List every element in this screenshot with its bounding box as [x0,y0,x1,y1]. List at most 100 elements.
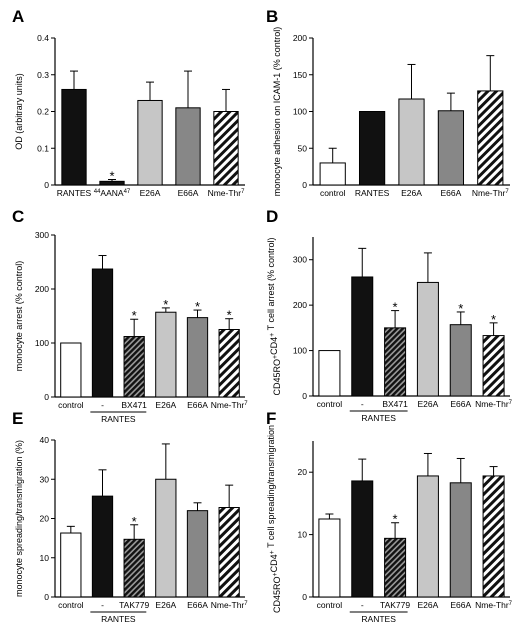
y-tick-label: 0 [44,180,49,190]
x-tick-label: control [317,600,343,610]
y-tick-label: 100 [35,338,49,348]
x-tick-label: - [101,600,104,610]
group-label: RANTES [101,614,136,624]
bar [213,111,239,186]
bar [155,478,177,598]
y-tick-label: 100 [293,107,307,117]
x-tick-label: E66A [441,188,462,198]
panel-letter: C [12,207,24,226]
x-tick-label: control [58,400,84,410]
bar [91,495,114,598]
bar [482,475,505,598]
x-tick-label: E26A [418,600,439,610]
bar [123,538,145,598]
y-tick-label: 150 [293,70,307,80]
x-tick-label: RANTES [355,188,390,198]
y-axis-label: monocyte arrest (% control) [14,261,24,372]
bar [137,99,163,186]
significance-marker: * [393,512,398,527]
x-tick-label: - [361,600,364,610]
bar [384,537,407,598]
bar [416,281,439,397]
bar [477,90,504,186]
bar [449,324,472,397]
x-tick-label: E26A [155,600,176,610]
significance-marker: * [393,300,398,315]
bar [218,507,240,598]
y-axis-label: monocyte spreading/transmigration (%) [14,440,24,597]
bar [351,276,374,397]
x-tick-label: E66A [450,600,471,610]
panel-e: E 0 10 20 30 40 monocyte spreading/transmigrat… [12,409,248,624]
bar [358,111,386,186]
panel-letter: A [12,7,24,26]
significance-marker: * [132,514,137,529]
y-tick-label: 40 [40,435,50,445]
y-tick-label: 0 [44,592,49,602]
x-tick-label: BX471 [382,399,408,409]
bar [351,480,374,598]
group-label: RANTES [101,414,136,424]
significance-marker: * [491,312,496,327]
x-tick-label: RANTES [57,188,92,198]
y-axis-label: CD45RO+CD4+ T cell arrest (% control) [266,238,282,396]
panel-d: D 0 100 200 300 CD45RO+CD4+ T cell arrest (% … [266,207,513,423]
y-tick-label: 200 [293,300,307,310]
bar [318,518,341,598]
y-tick-label: 100 [293,346,307,356]
panel-letter: E [12,409,23,428]
panel-f: F 0 10 20 CD45RO+CD4+ T cell spreading/trans… [266,409,513,624]
y-tick-label: 10 [298,530,308,540]
bar [437,110,465,186]
y-tick-label: 10 [40,553,50,563]
bar [155,311,177,398]
bar [218,329,240,398]
y-tick-label: 0.2 [37,107,49,117]
bar [186,317,209,398]
x-tick-label: TAK779 [380,600,410,610]
panel-b: B 0 50 100 150 200 monocyte adhesion on ICAM-1… [266,7,510,198]
x-tick-label: control [320,188,346,198]
x-tick-label: Nme-Thr7 [475,600,513,610]
panel-c: C 0 100 200 300 monocyte arrest (% control) co… [12,207,248,424]
x-tick-label: TAK779 [119,600,149,610]
significance-marker: * [227,308,232,323]
significance-marker: * [458,301,463,316]
significance-marker: * [163,297,168,312]
y-tick-label: 0.4 [37,33,49,43]
y-tick-label: 300 [293,255,307,265]
y-tick-label: 0 [302,391,307,401]
x-tick-label: E26A [140,188,161,198]
x-tick-label: control [58,600,84,610]
y-axis-label: monocyte adhesion on ICAM-1 (% control) [272,27,282,197]
group-label: RANTES [361,614,396,624]
x-tick-label: Nme-Thr7 [211,600,249,610]
bar [60,342,82,398]
y-axis-label: CD45RO+CD4+ T cell spreading/transmigrat… [266,425,282,613]
y-tick-label: 0 [302,180,307,190]
x-tick-label: Nme-Thr7 [208,188,246,198]
group-label: RANTES [361,413,396,423]
bar [449,482,472,598]
bar [60,532,82,598]
significance-marker: * [109,168,114,183]
panel-letter: D [266,207,278,226]
bar [91,268,114,398]
panel-letter: F [266,409,276,428]
bar [482,335,505,397]
y-tick-label: 20 [40,514,50,524]
y-tick-label: 200 [35,284,49,294]
x-tick-label: E26A [401,188,422,198]
y-tick-label: 0 [44,392,49,402]
bar [319,162,346,186]
x-tick-label: E26A [418,399,439,409]
y-axis-label: OD (arbitrary units) [14,73,24,150]
y-tick-label: 50 [298,143,308,153]
y-tick-label: 0.1 [37,143,49,153]
panel-a: A 0 0.1 0.2 0.3 0.4 OD (arbitrary units) RANTES… [12,7,245,198]
bar [398,98,425,186]
x-tick-label: BX471 [121,400,147,410]
significance-marker: * [132,308,137,323]
x-tick-label: Nme-Thr7 [475,399,513,409]
